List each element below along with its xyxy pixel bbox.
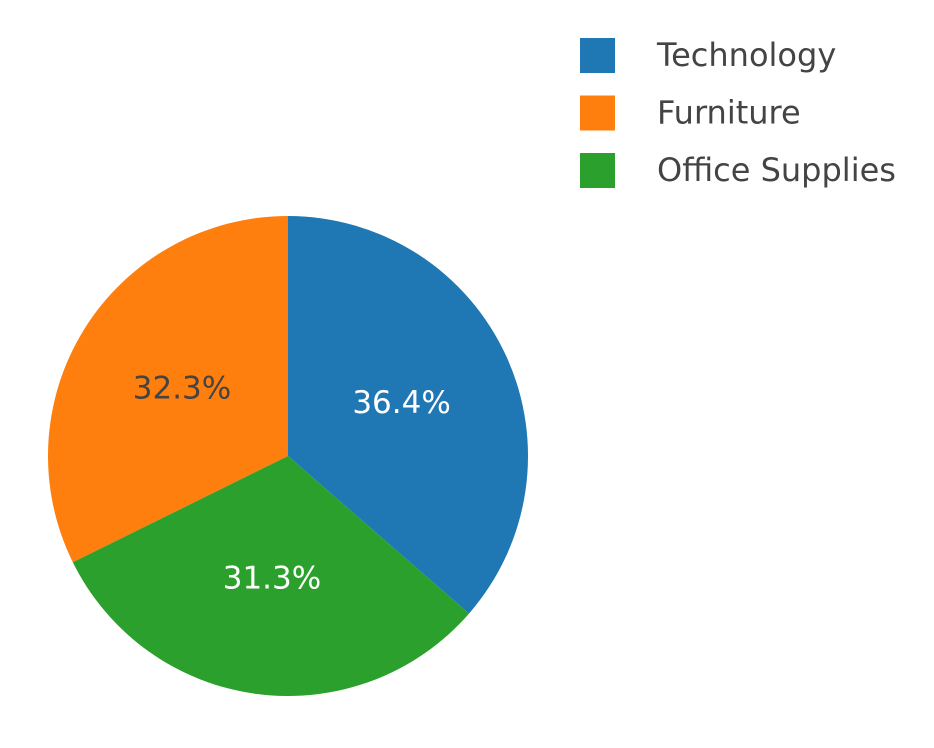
slice-label: 31.3%: [223, 560, 321, 596]
legend-label: Technology: [656, 36, 836, 74]
legend-label: Furniture: [657, 94, 801, 132]
pie-slice: [288, 216, 528, 614]
legend-swatch: [580, 95, 615, 131]
legend-swatch: [580, 153, 615, 188]
legend-label: Office Supplies: [657, 151, 896, 189]
legend-swatch: [580, 38, 615, 73]
pie-slice: [72, 456, 470, 696]
slice-label: 32.3%: [133, 371, 231, 407]
pie-slice: [47, 216, 288, 563]
slice-label: 36.4%: [352, 385, 450, 421]
